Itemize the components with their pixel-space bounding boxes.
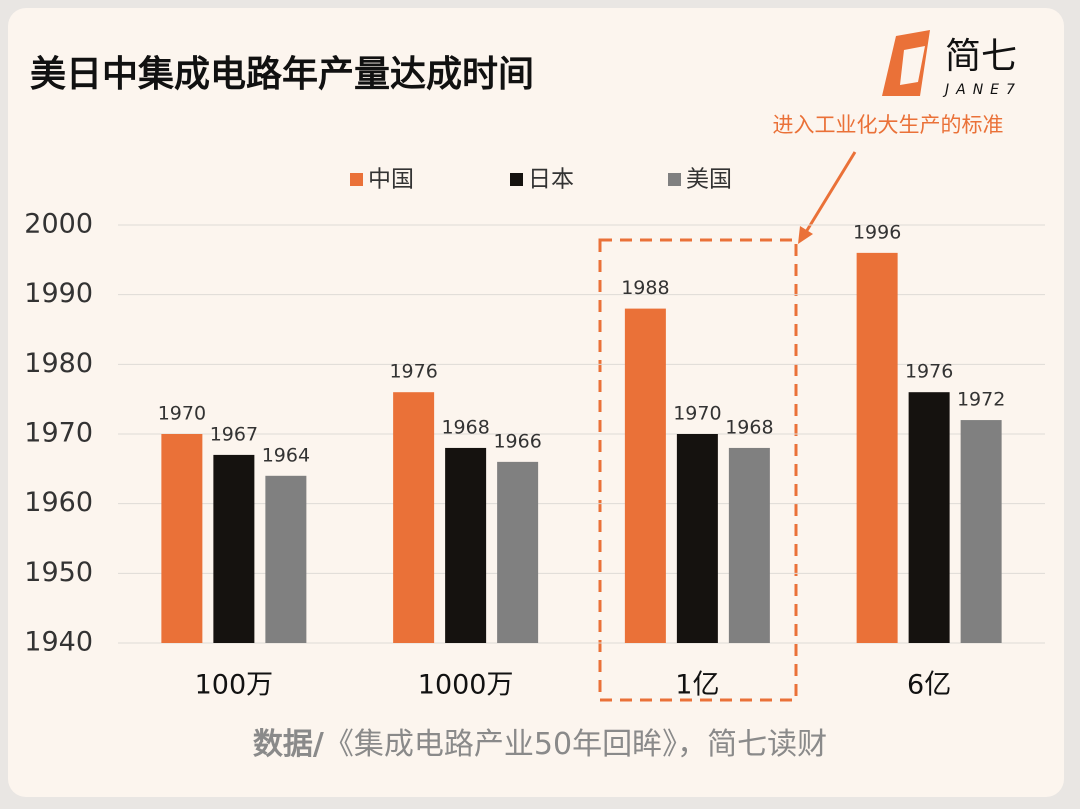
x-tick-label: 100万 <box>195 670 274 701</box>
value-label: 1966 <box>493 430 541 452</box>
logo-name: 简七 <box>945 36 1017 77</box>
bar <box>908 392 950 643</box>
logo-sub: JANE7 <box>942 82 1022 98</box>
bar <box>960 420 1002 643</box>
value-label: 1976 <box>389 361 437 383</box>
x-tick-label: 1亿 <box>675 670 719 701</box>
bar <box>265 475 307 643</box>
legend-label: 日本 <box>528 167 574 193</box>
x-tick-label: 6亿 <box>907 670 951 701</box>
value-label: 1968 <box>441 416 489 438</box>
arrow-head <box>798 226 813 244</box>
legend-swatch <box>510 173 523 186</box>
source-text: 《集成电路产业50年回眸》，简七读财 <box>324 727 827 762</box>
plot: 1940 1950 1960 1970 1980 1990 2000 中国 日本 美国 100万 19… <box>24 167 1045 701</box>
source-label: 数据/ <box>253 727 324 762</box>
y-tick-label: 1980 <box>24 348 93 379</box>
bar <box>676 434 718 643</box>
annotation-arrow <box>804 151 857 233</box>
bar <box>728 447 770 643</box>
bar <box>445 447 487 643</box>
y-tick-label: 1950 <box>24 557 93 588</box>
legend-label: 中国 <box>368 167 414 193</box>
x-tick-label: 1000万 <box>418 670 514 701</box>
bar <box>161 434 203 643</box>
y-tick-label: 1940 <box>24 627 93 658</box>
value-label: 1964 <box>262 444 310 466</box>
value-label: 1970 <box>158 403 206 425</box>
value-label: 1976 <box>905 361 953 383</box>
value-label: 1970 <box>673 403 721 425</box>
highlight-box <box>598 238 798 702</box>
y-tick-label: 1990 <box>24 278 93 309</box>
logo-icon <box>882 30 930 96</box>
annotation: 进入工业化大生产的标准 <box>773 113 1004 137</box>
bar <box>393 392 435 643</box>
legend-label: 美国 <box>686 167 732 193</box>
value-label: 1968 <box>725 416 773 438</box>
value-label: 1967 <box>210 423 258 445</box>
legend-swatch <box>668 173 681 186</box>
bar <box>497 461 539 643</box>
value-label: 1996 <box>853 221 901 243</box>
value-label: 1972 <box>957 389 1005 411</box>
bar <box>624 308 666 643</box>
bar <box>213 454 255 643</box>
value-label: 1988 <box>621 277 669 299</box>
bar <box>856 252 898 643</box>
y-tick-label: 1960 <box>24 487 93 518</box>
source: 数据/《集成电路产业50年回眸》，简七读财 <box>253 727 827 762</box>
y-tick-label: 1970 <box>24 418 93 449</box>
chart-title: 美日中集成电路年产量达成时间 <box>30 54 534 95</box>
y-tick-label: 2000 <box>24 209 93 240</box>
legend-swatch <box>350 173 363 186</box>
